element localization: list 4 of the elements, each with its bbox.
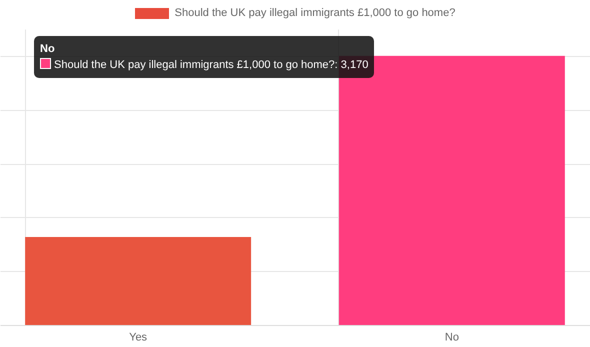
text: No [40, 42, 56, 57]
x-tick-label: Yes [129, 332, 148, 344]
legend-label: Should the UK pay illegal immigrants £1,000 to go home? [174, 7, 456, 19]
annotation: Should the UK pay illegal immigrants £1,000 to go home?: 3,170 [53, 58, 368, 73]
